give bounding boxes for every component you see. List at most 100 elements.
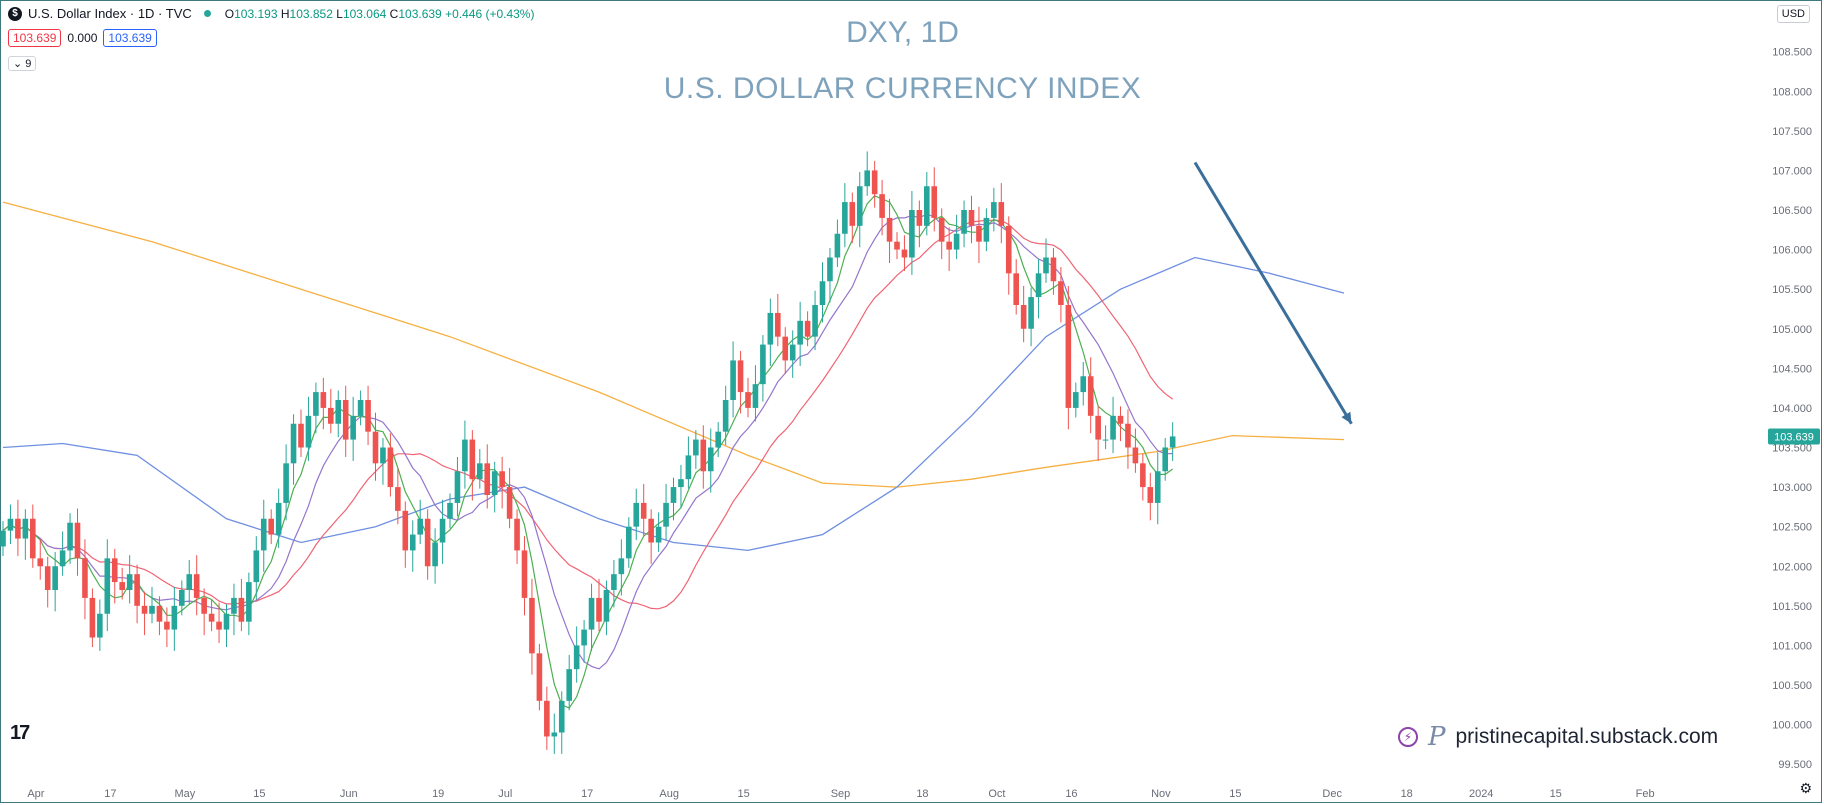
candle-body[interactable] — [842, 202, 848, 234]
candle-body[interactable] — [156, 605, 163, 622]
candle-body[interactable] — [894, 241, 900, 250]
symbol-label[interactable]: U.S. Dollar Index · 1D · TVC — [28, 6, 192, 21]
candle-body[interactable] — [126, 574, 133, 590]
trend-arrow-line[interactable] — [1193, 161, 1353, 425]
candle-body[interactable] — [670, 487, 677, 503]
candle-body[interactable] — [372, 431, 379, 464]
candle-body[interactable] — [424, 518, 431, 567]
candle-body[interactable] — [328, 407, 334, 424]
candle-body[interactable] — [715, 431, 721, 448]
candle-body[interactable] — [208, 613, 215, 622]
candle-body[interactable] — [387, 447, 394, 488]
candle-body[interactable] — [521, 550, 528, 598]
candle-body[interactable] — [626, 526, 632, 559]
candle-body[interactable] — [67, 522, 73, 551]
candle-body[interactable] — [998, 202, 1005, 226]
candle-body[interactable] — [871, 170, 878, 195]
candle-body[interactable] — [1140, 463, 1146, 488]
candle-body[interactable] — [141, 605, 148, 614]
candle-body[interactable] — [22, 518, 29, 539]
candle-body[interactable] — [819, 281, 826, 305]
candle-body[interactable] — [171, 605, 178, 630]
candle-body[interactable] — [231, 597, 237, 614]
candle-body[interactable] — [752, 384, 759, 408]
candle-body[interactable] — [991, 202, 997, 218]
gear-icon[interactable]: ⚙ — [1799, 780, 1812, 796]
candle-body[interactable] — [611, 574, 617, 590]
candle-body[interactable] — [1125, 423, 1131, 448]
candle-body[interactable] — [44, 566, 51, 590]
candle-body[interactable] — [59, 550, 66, 567]
candle-body[interactable] — [111, 558, 118, 583]
candle-body[interactable] — [1132, 447, 1139, 464]
candle-body[interactable] — [812, 305, 818, 337]
candle-body[interactable] — [439, 518, 446, 543]
candle-body[interactable] — [0, 530, 6, 547]
indicators-toggle[interactable]: ⌄ 9 — [8, 56, 37, 71]
candle-body[interactable] — [469, 439, 476, 480]
candle-body[interactable] — [491, 471, 498, 495]
candle-body[interactable] — [1050, 257, 1057, 282]
candle-body[interactable] — [201, 597, 207, 614]
sell-price[interactable]: 103.639 — [8, 29, 62, 47]
candle-body[interactable] — [1102, 439, 1109, 441]
candle-body[interactable] — [983, 217, 990, 242]
candle-body[interactable] — [953, 233, 960, 250]
candle-body[interactable] — [238, 597, 245, 622]
candle-body[interactable] — [1110, 415, 1116, 440]
candle-body[interactable] — [216, 621, 222, 630]
candle-body[interactable] — [134, 574, 140, 606]
candle-body[interactable] — [357, 400, 364, 416]
candle-body[interactable] — [1169, 436, 1176, 448]
candle-body[interactable] — [648, 518, 654, 543]
candle-body[interactable] — [961, 210, 967, 234]
candle-body[interactable] — [409, 534, 416, 551]
candle-body[interactable] — [499, 471, 505, 488]
candle-body[interactable] — [1162, 447, 1168, 472]
candle-body[interactable] — [938, 217, 945, 242]
candle-body[interactable] — [186, 574, 193, 590]
candle-body[interactable] — [603, 590, 610, 622]
candle-body[interactable] — [1147, 487, 1154, 503]
candle-body[interactable] — [663, 502, 669, 527]
candle-body[interactable] — [640, 502, 647, 519]
candle-body[interactable] — [1005, 225, 1012, 274]
candle-body[interactable] — [685, 455, 692, 480]
candle-body[interactable] — [119, 582, 125, 590]
candle-body[interactable] — [767, 312, 774, 345]
candle-body[interactable] — [976, 225, 982, 242]
candle-body[interactable] — [7, 518, 14, 531]
candle-body[interactable] — [901, 249, 908, 258]
candle-body[interactable] — [916, 210, 923, 226]
candle-body[interactable] — [789, 344, 796, 361]
candle-body[interactable] — [544, 700, 550, 737]
candle-body[interactable] — [737, 360, 744, 393]
candle-body[interactable] — [834, 233, 841, 258]
candle-body[interactable] — [1013, 273, 1019, 305]
candle-body[interactable] — [1028, 297, 1034, 329]
candle-body[interactable] — [223, 613, 230, 630]
candle-body[interactable] — [260, 518, 267, 551]
candle-body[interactable] — [454, 471, 461, 503]
candle-body[interactable] — [797, 320, 803, 345]
candle-body[interactable] — [1080, 376, 1087, 393]
candle-body[interactable] — [253, 550, 260, 583]
candle-body[interactable] — [275, 502, 282, 535]
candle-body[interactable] — [849, 202, 856, 226]
candle-body[interactable] — [447, 502, 453, 519]
candle-body[interactable] — [581, 629, 587, 646]
candle-body[interactable] — [89, 597, 96, 638]
candle-body[interactable] — [320, 392, 327, 408]
candle-body[interactable] — [909, 210, 915, 258]
candle-body[interactable] — [268, 518, 274, 535]
candle-body[interactable] — [74, 522, 81, 559]
buy-price[interactable]: 103.639 — [103, 29, 157, 47]
candle-body[interactable] — [588, 597, 595, 630]
candle-body[interactable] — [618, 558, 625, 575]
candle-body[interactable] — [707, 447, 714, 472]
candle-body[interactable] — [335, 400, 342, 424]
candle-body[interactable] — [1095, 415, 1101, 440]
candle-body[interactable] — [164, 621, 170, 630]
candle-body[interactable] — [149, 605, 155, 614]
